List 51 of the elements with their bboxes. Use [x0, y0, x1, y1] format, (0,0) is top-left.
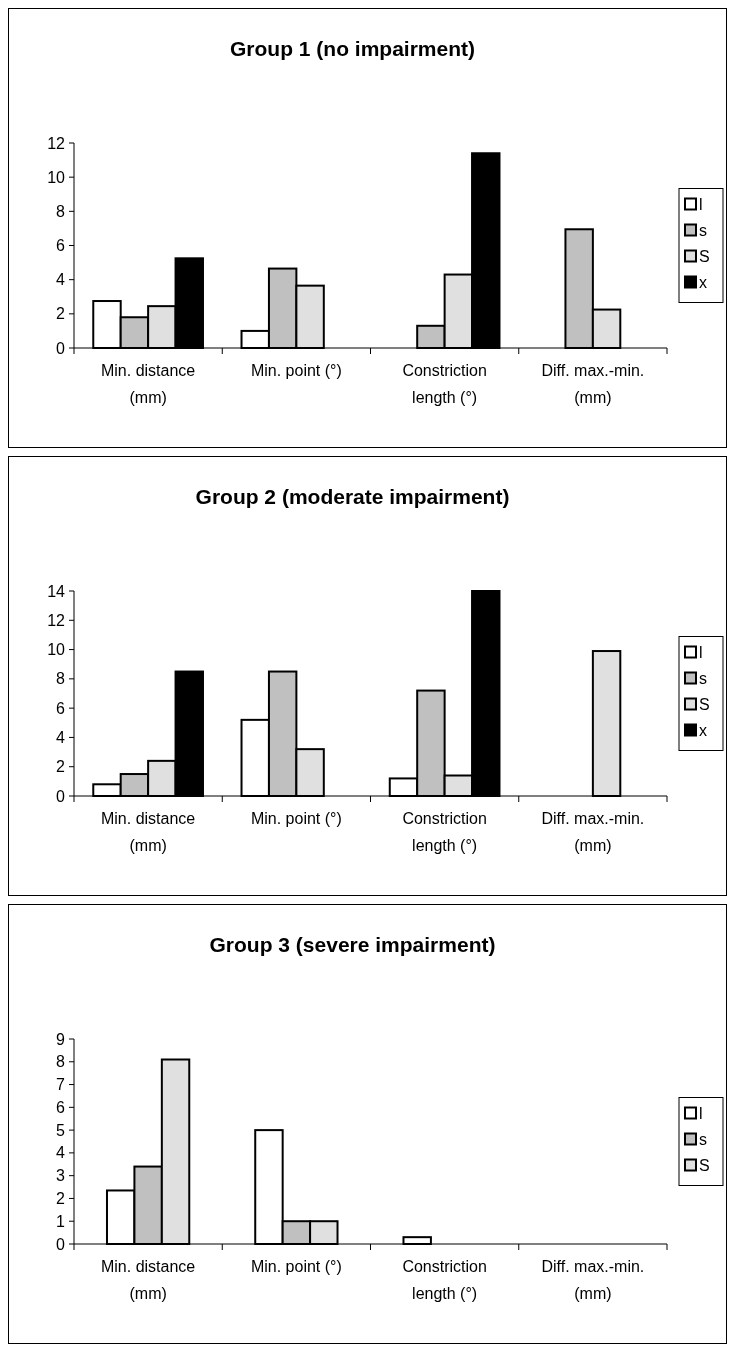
legend-label: S — [699, 696, 710, 714]
x-tick-label: Constriction length (°) — [402, 810, 487, 854]
y-tick-label: 1 — [56, 1212, 66, 1230]
y-tick-label: 5 — [56, 1121, 66, 1139]
x-tick-label: Diff. max.-min. (mm) — [541, 810, 645, 854]
chart-title: Group 2 (moderate impairment) — [195, 485, 510, 508]
x-tick-label: Diff. max.-min. (mm) — [541, 1258, 645, 1302]
legend-label: S — [699, 1157, 710, 1175]
x-tick-label: Min. point (°) — [250, 810, 342, 827]
x-tick-label: Diff. max.-min. (mm) — [541, 362, 645, 406]
legend-label: s — [699, 222, 707, 240]
y-tick-label: 2 — [56, 758, 66, 776]
legend-label: l — [699, 644, 703, 662]
y-tick-label: 6 — [56, 237, 66, 255]
y-tick-label: 0 — [56, 787, 66, 805]
x-tick-label: Min. point (°) — [250, 1258, 342, 1275]
x-tick-label: Min. point (°) — [250, 362, 342, 379]
chart-title: Group 1 (no impairment) — [229, 37, 476, 60]
x-tick-label: Constriction length (°) — [402, 362, 487, 406]
y-tick-label: 9 — [56, 1030, 66, 1048]
y-tick-label: 2 — [56, 305, 66, 323]
y-tick-label: 12 — [47, 134, 66, 152]
chart-title: Group 3 (severe impairment) — [209, 933, 496, 956]
x-tick-label: Min. distance (mm) — [100, 362, 196, 406]
x-tick-label: Min. distance (mm) — [100, 810, 196, 854]
y-tick-label: 3 — [56, 1167, 66, 1185]
y-tick-label: 4 — [56, 729, 66, 747]
y-tick-label: 8 — [56, 202, 66, 220]
y-tick-label: 7 — [56, 1076, 66, 1094]
legend-label: l — [699, 1105, 703, 1123]
y-tick-label: 12 — [47, 611, 66, 629]
legend-label: x — [699, 722, 707, 740]
legend-label: s — [699, 1131, 707, 1149]
y-tick-label: 0 — [56, 339, 66, 357]
y-tick-label: 10 — [47, 641, 66, 659]
x-tick-label: Constriction length (°) — [402, 1258, 487, 1302]
y-tick-label: 10 — [47, 168, 66, 186]
y-tick-label: 14 — [47, 582, 66, 600]
y-tick-label: 2 — [56, 1190, 66, 1208]
y-tick-label: 0 — [56, 1235, 66, 1253]
y-tick-label: 8 — [56, 1053, 66, 1071]
x-tick-label: Min. distance (mm) — [100, 1258, 196, 1302]
y-tick-label: 4 — [56, 1144, 66, 1162]
y-tick-label: 6 — [56, 1098, 66, 1116]
y-tick-label: 8 — [56, 670, 66, 688]
legend-label: x — [699, 274, 707, 292]
legend-label: S — [699, 248, 710, 266]
legend-label: s — [699, 670, 707, 688]
legend-label: l — [699, 196, 703, 214]
y-tick-label: 4 — [56, 271, 66, 289]
y-tick-label: 6 — [56, 699, 66, 717]
